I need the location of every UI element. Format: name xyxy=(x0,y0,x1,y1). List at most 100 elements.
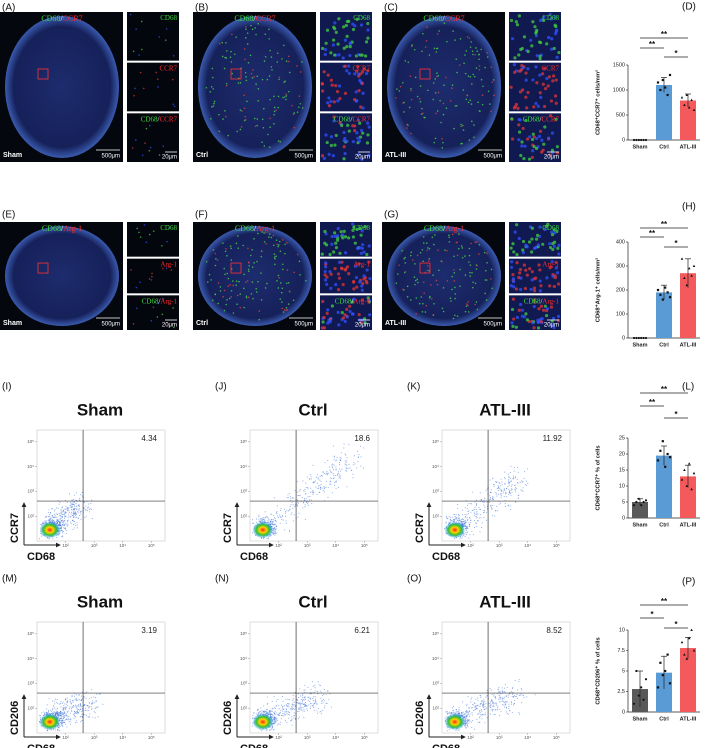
event-dot xyxy=(508,704,509,705)
event-dot xyxy=(516,696,517,697)
event-dot xyxy=(486,512,487,513)
y-tick-label: 10⁴ xyxy=(432,464,439,469)
cell-dot xyxy=(348,54,351,57)
signal-dot xyxy=(245,26,247,28)
event-dot xyxy=(57,713,58,714)
event-dot xyxy=(313,704,314,705)
signal-dot xyxy=(435,138,437,140)
event-dot xyxy=(299,709,300,710)
event-dot xyxy=(66,704,67,705)
event-dot xyxy=(506,488,507,489)
event-dot xyxy=(453,519,454,520)
signal-dot xyxy=(429,54,431,56)
signal-dot xyxy=(279,141,281,143)
event-dot xyxy=(509,485,510,486)
event-dot xyxy=(73,509,74,510)
signal-dot xyxy=(256,75,258,77)
event-dot xyxy=(281,715,282,716)
signal-dot xyxy=(478,253,480,255)
signal-dot xyxy=(245,28,247,30)
event-dot xyxy=(54,712,55,713)
event-dot xyxy=(474,509,475,510)
event-dot xyxy=(306,487,307,488)
cell-dot xyxy=(161,245,163,247)
event-dot xyxy=(269,523,270,524)
signal-dot xyxy=(433,303,435,305)
cell-dot xyxy=(323,70,326,73)
cell-dot xyxy=(515,326,518,329)
event-dot xyxy=(64,716,65,717)
signal-dot xyxy=(470,243,472,245)
event-dot xyxy=(77,524,78,525)
cell-dot xyxy=(149,278,151,280)
event-dot xyxy=(518,472,519,473)
event-dot xyxy=(272,524,273,525)
event-dot xyxy=(302,507,303,508)
cell-dot xyxy=(542,149,545,152)
signal-dot xyxy=(432,99,434,101)
cell-dot xyxy=(352,280,355,283)
event-dot xyxy=(336,481,337,482)
event-dot xyxy=(66,530,67,531)
event-dot xyxy=(67,705,68,706)
signal-dot xyxy=(253,76,255,78)
event-dot xyxy=(73,515,74,516)
signal-dot xyxy=(215,293,217,295)
signal-dot xyxy=(244,48,246,50)
event-dot xyxy=(462,521,463,522)
signal-dot xyxy=(244,59,246,61)
signal-dot xyxy=(256,291,258,293)
event-dot xyxy=(72,503,73,504)
signal-dot xyxy=(434,48,436,50)
signal-dot xyxy=(225,304,227,306)
event-dot xyxy=(302,710,303,711)
event-dot xyxy=(282,696,283,697)
signal-dot xyxy=(443,114,445,116)
event-dot xyxy=(333,475,334,476)
cell-dot xyxy=(522,240,525,243)
signal-dot xyxy=(429,297,431,299)
cell-dot xyxy=(346,265,349,268)
event-dot xyxy=(499,504,500,505)
event-dot xyxy=(330,478,331,479)
event-dot xyxy=(515,489,516,490)
cell-dot xyxy=(556,145,559,148)
signal-dot xyxy=(459,64,461,66)
event-dot xyxy=(325,487,326,488)
stain-label: CD68/CCR7 xyxy=(423,14,464,23)
signal-dot xyxy=(252,69,254,71)
cell-dot xyxy=(511,37,514,40)
signal-dot xyxy=(423,292,425,294)
cell-dot xyxy=(556,56,559,59)
event-dot xyxy=(460,537,461,538)
signal-dot xyxy=(286,307,288,309)
event-dot xyxy=(473,534,474,535)
signal-dot xyxy=(252,29,254,31)
event-dot xyxy=(492,709,493,710)
signal-dot xyxy=(269,233,271,235)
event-dot xyxy=(499,488,500,489)
event-dot xyxy=(96,707,97,708)
signal-dot xyxy=(414,49,416,51)
signal-dot xyxy=(226,85,228,87)
signal-dot xyxy=(240,129,242,131)
signal-dot xyxy=(459,285,461,287)
signal-dot xyxy=(269,118,271,120)
event-dot xyxy=(351,470,352,471)
event-dot xyxy=(282,515,283,516)
event-dot xyxy=(313,700,314,701)
panel-letter: (C) xyxy=(384,2,398,13)
signal-dot xyxy=(404,257,406,259)
event-dot xyxy=(86,692,87,693)
event-dot xyxy=(286,713,287,714)
event-dot xyxy=(267,696,268,697)
event-dot xyxy=(500,497,501,498)
cell-dot xyxy=(361,92,364,95)
cell-dot xyxy=(512,277,515,280)
event-dot xyxy=(337,475,338,476)
event-dot xyxy=(286,709,287,710)
cell-dot xyxy=(366,22,369,25)
cell-dot xyxy=(326,29,329,32)
event-dot xyxy=(267,703,268,704)
event-dot xyxy=(306,705,307,706)
